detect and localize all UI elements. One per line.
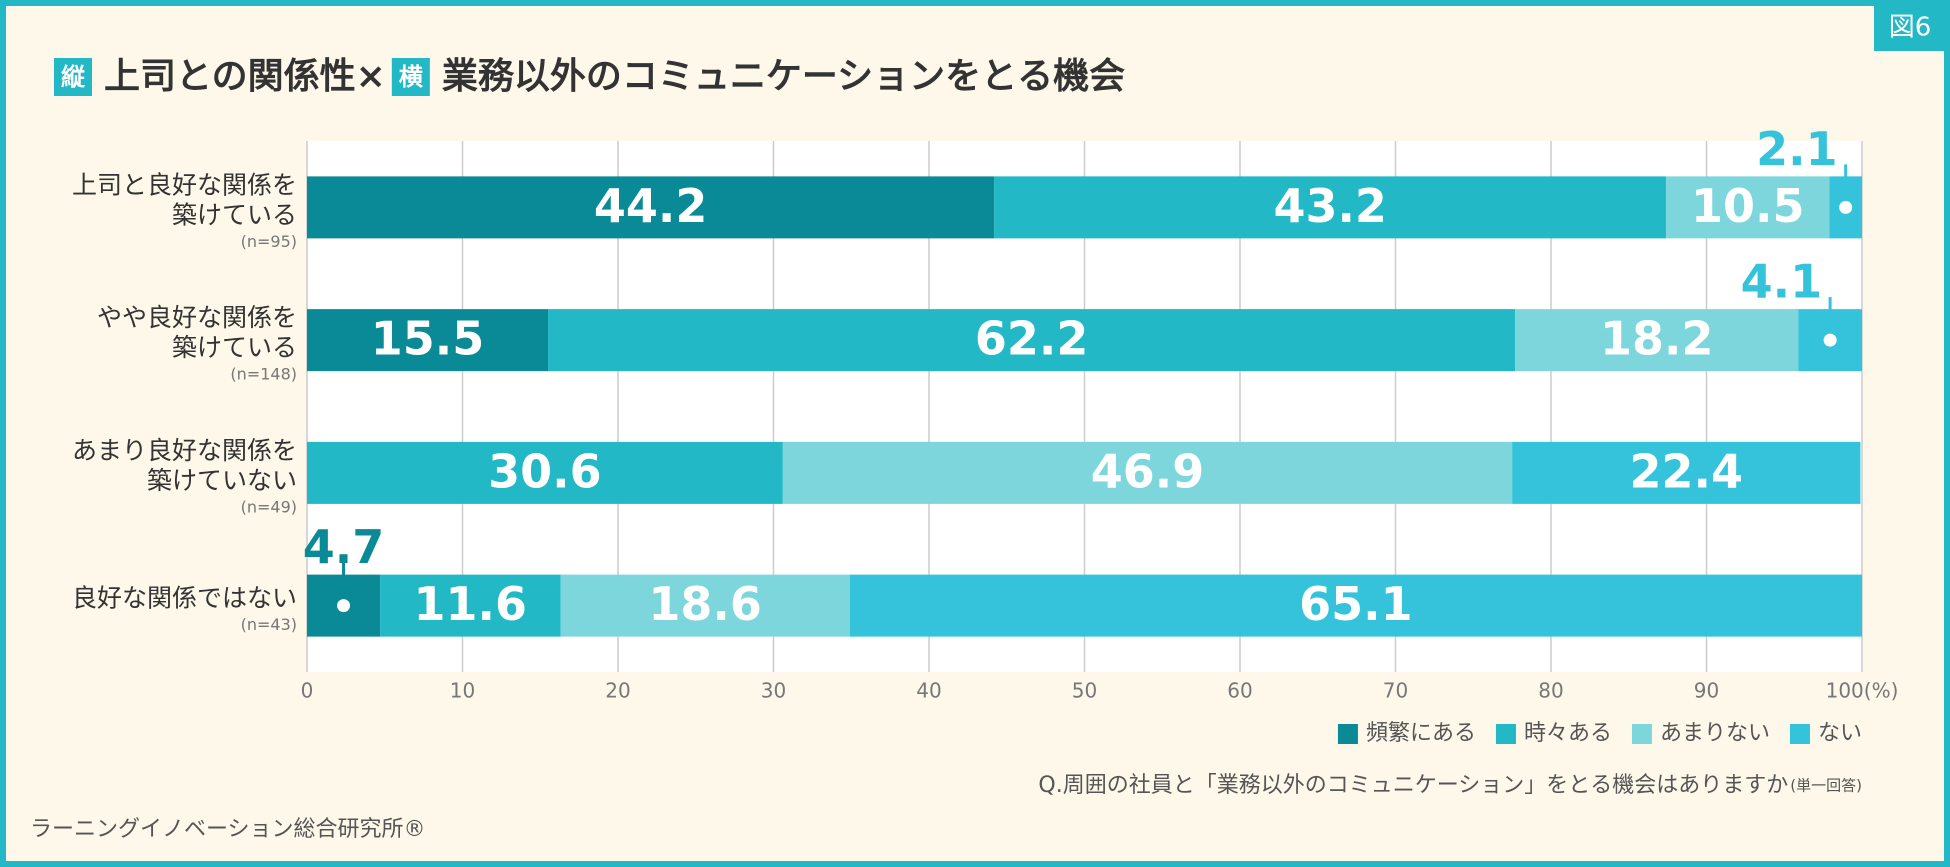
legend-swatch: [1789, 724, 1810, 744]
source: ラーニングイノベーション総合研究所®: [30, 817, 426, 842]
bar-segment: [380, 574, 561, 637]
x-tick-label: 40: [916, 679, 941, 703]
sample-size: (n=49): [241, 497, 297, 516]
note: Q.周囲の社員と「業務以外のコミュニケーション」をとる機会はありますか: [1038, 773, 1788, 798]
bar-segment: [548, 309, 1516, 372]
x-tick-label: 10: [450, 679, 475, 703]
bar-segment: [1512, 441, 1861, 504]
sample-size: (n=43): [241, 615, 297, 634]
bar-segment: [782, 441, 1513, 504]
value-label: 30.6: [488, 444, 602, 498]
value-label: 2.1: [1756, 122, 1838, 176]
value-label: 4.7: [303, 520, 385, 574]
bar-segment: [994, 176, 1667, 239]
figure-tag-box: [1874, 3, 1947, 51]
x-tick-label: 60: [1227, 679, 1252, 703]
y-tick-label: 良好な関係ではない: [72, 584, 297, 613]
y-tick-label: 築けている: [172, 333, 297, 362]
value-label: 22.4: [1630, 444, 1744, 498]
legend-swatch: [1337, 724, 1358, 744]
legend-label: あまりない: [1660, 721, 1770, 746]
x-tick-label: 30: [761, 679, 786, 703]
title-badge-text: 縦: [61, 63, 86, 91]
legend-label: ない: [1818, 721, 1862, 746]
value-label: 18.2: [1600, 312, 1714, 366]
leader-dot: [1820, 330, 1840, 350]
value-label: 10.5: [1691, 179, 1805, 233]
bar-segment: [1666, 176, 1830, 239]
chart-title: 上司との関係性×: [104, 56, 386, 97]
leader-dot: [1836, 197, 1856, 217]
x-tick-label: 90: [1694, 679, 1719, 703]
title-badge: [391, 58, 430, 96]
bar-segment: [1515, 309, 1799, 372]
sample-size: (n=95): [241, 232, 297, 251]
x-tick-label: 70: [1383, 679, 1408, 703]
value-label: 18.6: [648, 577, 762, 631]
value-label: 65.1: [1299, 577, 1413, 631]
leader-dot: [334, 596, 354, 616]
x-tick-label: 50: [1072, 679, 1097, 703]
y-tick-label: 上司と良好な関係を: [72, 170, 297, 199]
sample-size: (n=148): [230, 365, 297, 384]
x-tick-label: 20: [605, 679, 630, 703]
x-tick-label: 0: [301, 679, 314, 703]
bar-segment: [307, 309, 549, 372]
bar-segment: [307, 441, 783, 504]
x-tick-label: 80: [1538, 679, 1563, 703]
value-label: 11.6: [414, 577, 528, 631]
value-label: 46.9: [1091, 444, 1205, 498]
figure-tag: 図6: [1889, 13, 1932, 43]
y-tick-label: 築けていない: [147, 466, 297, 495]
legend-label: 頻繁にある: [1366, 721, 1476, 746]
value-label: 62.2: [975, 312, 1089, 366]
title-badge-text: 横: [399, 63, 424, 91]
value-label: 4.1: [1741, 255, 1823, 309]
note-suffix: (単一回答): [1790, 777, 1862, 795]
legend-label: 時々ある: [1524, 721, 1612, 746]
value-label: 44.2: [594, 179, 708, 233]
bar-segment: [560, 574, 850, 637]
bar-segment: [849, 574, 1862, 637]
value-label: 43.2: [1273, 179, 1387, 233]
x-tick-label: 100(%): [1826, 679, 1899, 703]
chart-title: 業務以外のコミュニケーションをとる機会: [442, 56, 1125, 97]
title-badge: [54, 58, 92, 96]
bar-segment: [307, 176, 995, 239]
legend-swatch: [1631, 724, 1652, 744]
legend-swatch: [1495, 724, 1516, 744]
y-tick-label: 築けている: [172, 200, 297, 229]
y-tick-label: やや良好な関係を: [97, 303, 297, 332]
y-tick-label: あまり良好な関係を: [72, 436, 297, 465]
value-label: 15.5: [371, 312, 485, 366]
